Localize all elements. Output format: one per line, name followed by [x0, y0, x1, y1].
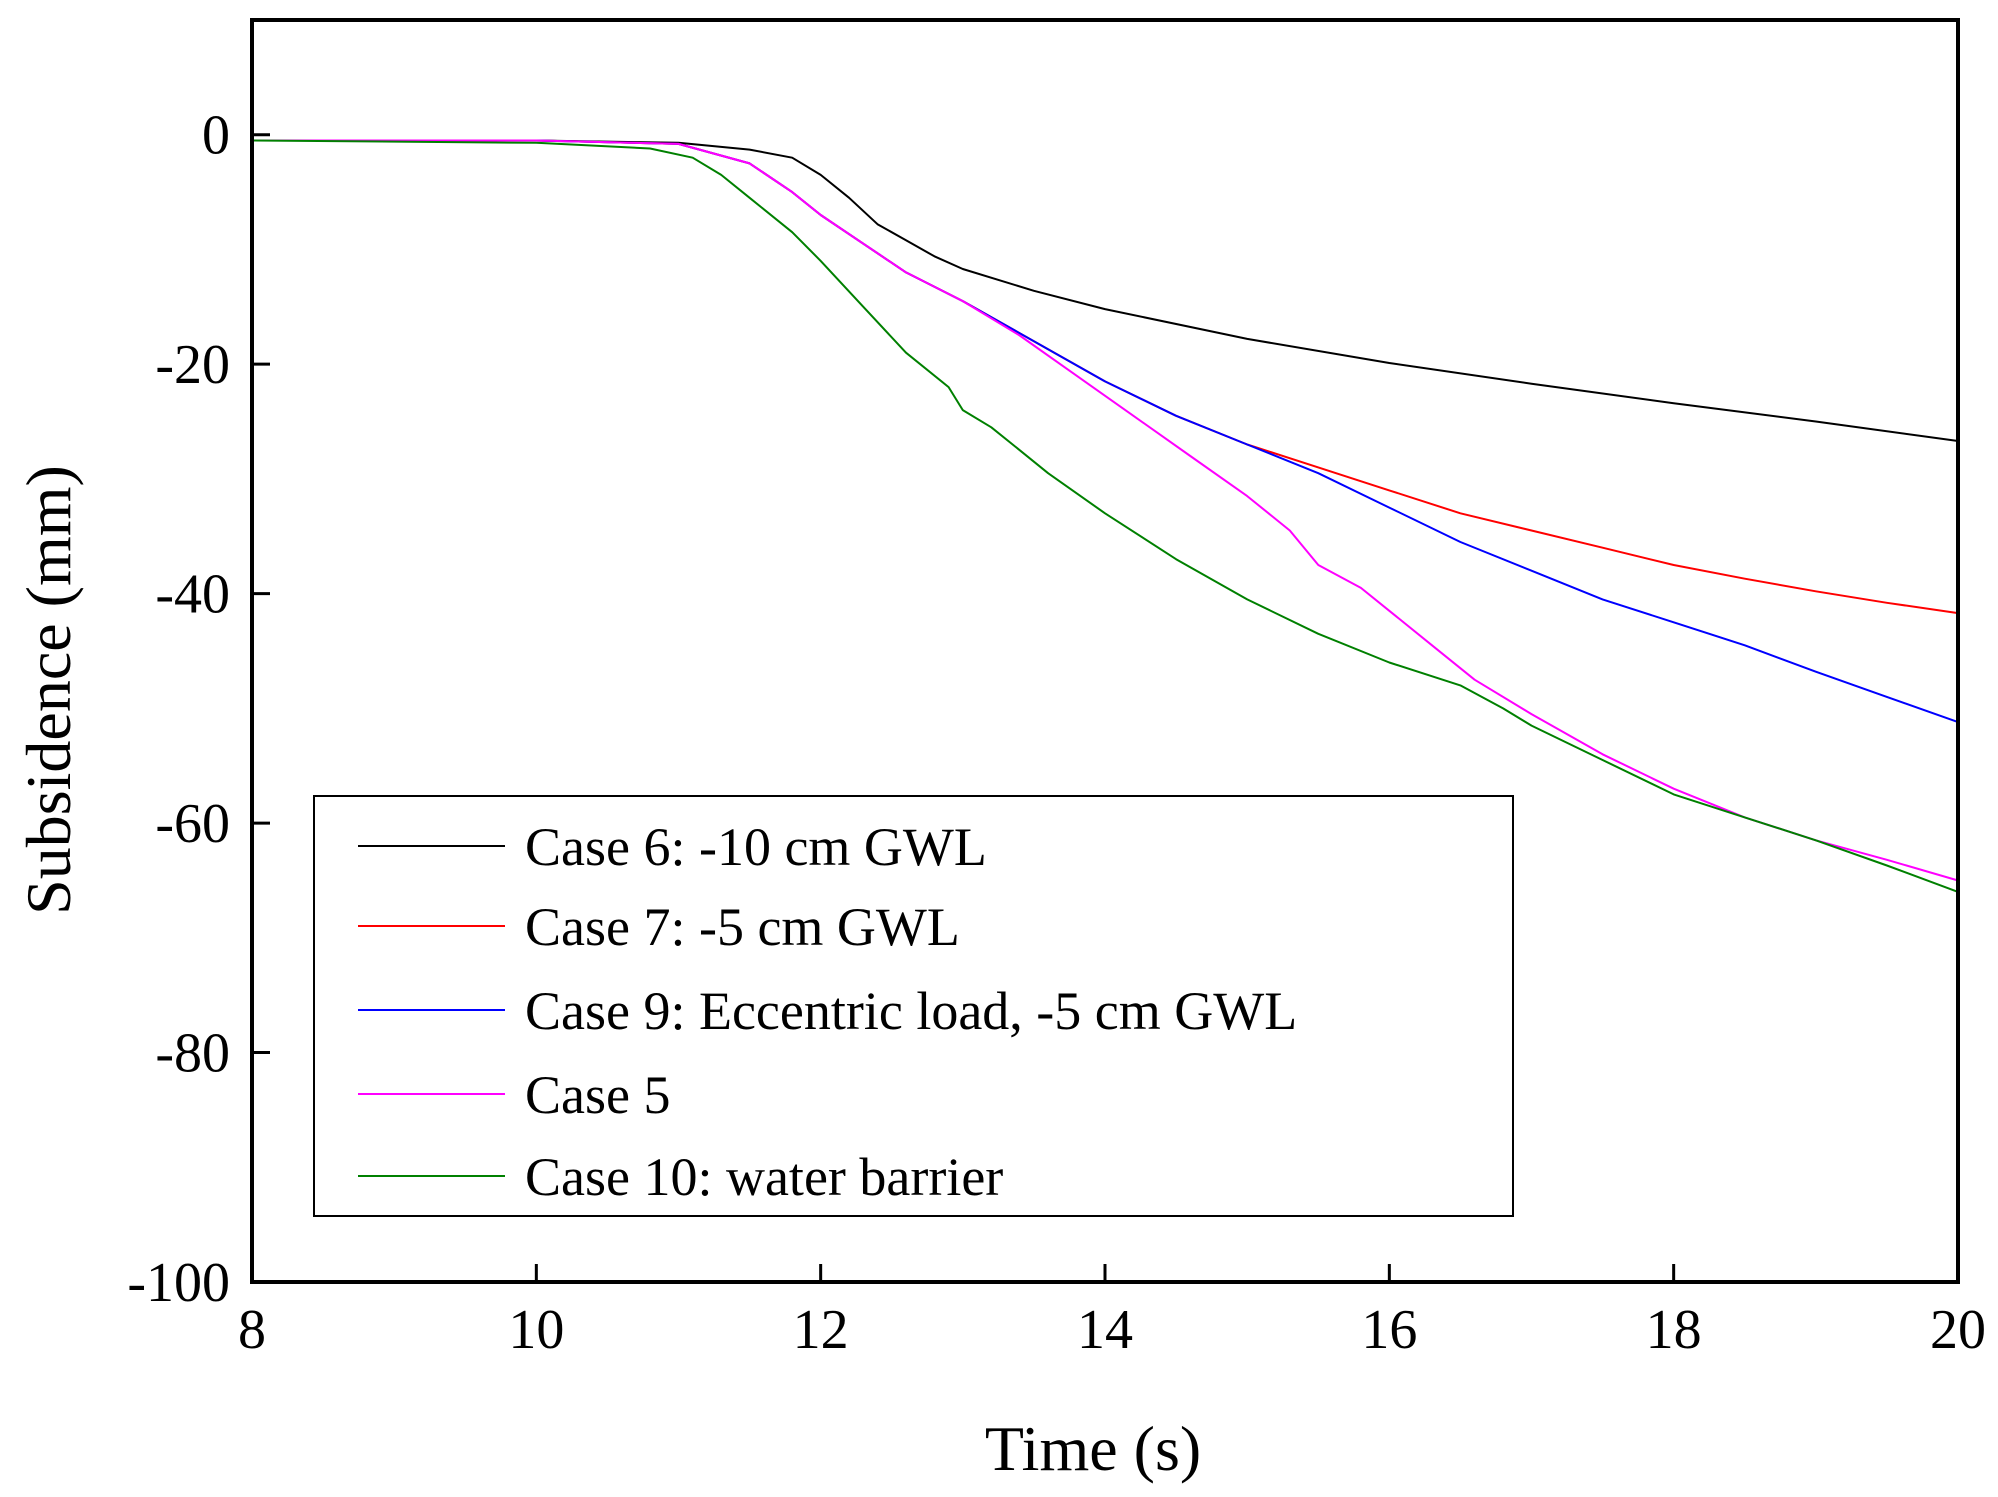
y-tick-label: -20	[155, 334, 230, 396]
legend-label-case10: Case 10: water barrier	[525, 1147, 1003, 1207]
x-tick-label: 20	[1930, 1299, 1986, 1361]
x-tick-label: 12	[793, 1299, 849, 1361]
series-line-case10	[251, 139, 1959, 893]
legend-entry-case5: Case 5	[358, 1065, 670, 1125]
y-tick-label: -60	[155, 793, 230, 855]
plot-frame	[250, 18, 1960, 1284]
legend-label-case6: Case 6: -10 cm GWL	[525, 817, 987, 877]
y-axis-title: Subsidence (mm)	[13, 465, 84, 915]
y-tick-label: -100	[127, 1252, 230, 1314]
legend-entry-case10: Case 10: water barrier	[358, 1147, 1003, 1207]
series-line-case6	[252, 139, 1959, 442]
legend-label-case7: Case 7: -5 cm GWL	[525, 897, 960, 957]
x-tick-label: 16	[1361, 1299, 1417, 1361]
series-line-case7	[252, 139, 1959, 615]
x-tick-label: 18	[1646, 1299, 1702, 1361]
legend-entry-case9: Case 9: Eccentric load, -5 cm GWL	[358, 981, 1297, 1041]
legend-box	[313, 795, 1514, 1217]
tick-layer: 8 10 12 14 16 18 20 0 -20 -40 -60 -80 -100	[127, 105, 1986, 1361]
series-line-case5	[252, 139, 1959, 882]
legend-entry-case6: Case 6: -10 cm GWL	[358, 817, 987, 877]
x-tick-label: 10	[508, 1299, 564, 1361]
y-tick-label: -80	[155, 1023, 230, 1085]
series-line-case9	[252, 139, 1959, 724]
legend-label-case5: Case 5	[525, 1065, 670, 1125]
x-tick-label: 8	[238, 1299, 266, 1361]
series-layer	[251, 139, 1959, 893]
legend: Case 6: -10 cm GWL Case 7: -5 cm GWL Cas…	[313, 795, 1514, 1217]
legend-label-case9: Case 9: Eccentric load, -5 cm GWL	[525, 981, 1297, 1041]
y-tick-label: -40	[155, 564, 230, 626]
x-axis-title: Time (s)	[985, 1413, 1201, 1484]
legend-entry-case7: Case 7: -5 cm GWL	[358, 897, 960, 957]
x-tick-label: 14	[1077, 1299, 1133, 1361]
y-tick-label: 0	[202, 105, 230, 167]
